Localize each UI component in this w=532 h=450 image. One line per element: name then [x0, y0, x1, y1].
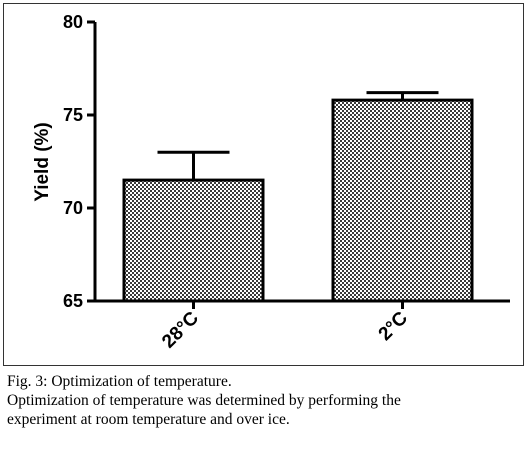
x-tick-label-0: 28°C: [158, 307, 203, 352]
bar-chart: 65 70 75 80 28°C 2°C Yield (%): [32, 12, 510, 353]
y-axis-title: Yield (%): [32, 122, 53, 202]
bar-1: [331, 98, 474, 303]
x-tick-label-1: 2°C: [375, 307, 413, 345]
bar-0: [122, 178, 265, 303]
caption-line-2: experiment at room temperature and over …: [7, 411, 290, 428]
figure-caption: Fig. 3: Optimization of temperature. Opt…: [7, 372, 527, 429]
y-tick-label-2: 75: [63, 105, 83, 125]
y-tick-label-0: 65: [63, 291, 83, 311]
y-tick-label-1: 70: [63, 198, 83, 218]
y-tick-label-3: 80: [63, 12, 83, 32]
caption-line-1: Optimization of temperature was determin…: [7, 392, 401, 409]
caption-title: Fig. 3: Optimization of temperature.: [7, 373, 232, 390]
